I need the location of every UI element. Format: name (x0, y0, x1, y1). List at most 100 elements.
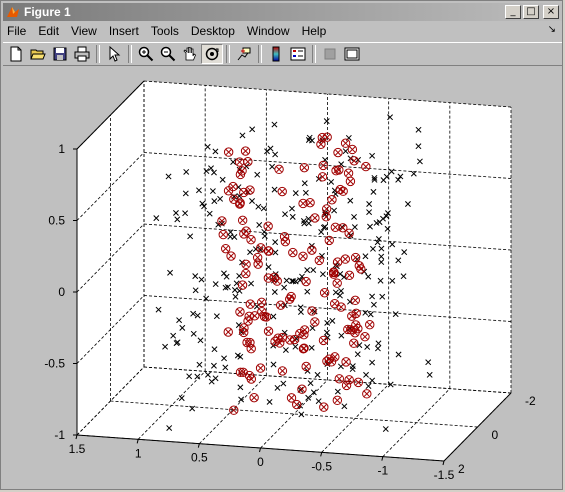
pan-hand-icon[interactable] (179, 44, 201, 64)
menu-tools[interactable]: Tools (150, 24, 179, 38)
cross-marker (190, 330, 197, 337)
menu-file[interactable]: File (7, 24, 27, 38)
toolbar-separator (312, 45, 316, 63)
cross-marker (369, 152, 376, 159)
circle-marker (223, 147, 234, 157)
cross-marker (297, 402, 304, 409)
rotate-3d-icon[interactable] (201, 44, 223, 64)
circle-marker (361, 161, 371, 172)
cross-marker (395, 351, 402, 358)
grid-line (143, 152, 512, 179)
cross-marker (387, 114, 393, 121)
menu-insert[interactable]: Insert (108, 24, 139, 38)
print-icon[interactable] (71, 44, 93, 64)
cross-marker (289, 205, 295, 212)
circle-marker (245, 299, 256, 309)
new-figure-icon[interactable] (5, 44, 27, 64)
circle-marker (263, 246, 274, 256)
show-plot-tools-icon[interactable] (341, 44, 363, 64)
cross-marker (410, 170, 417, 177)
cross-marker (198, 276, 205, 283)
open-file-icon[interactable] (27, 44, 49, 64)
cross-marker (289, 213, 296, 220)
cross-marker (365, 273, 372, 280)
circle-marker (350, 295, 360, 306)
menu-desktop[interactable]: Desktop (190, 24, 235, 38)
cross-marker (281, 329, 288, 336)
cross-marker (351, 213, 357, 220)
circle-marker (299, 343, 309, 353)
hide-plot-tools-icon[interactable] (319, 44, 341, 64)
cross-marker (401, 249, 408, 256)
cross-marker (190, 310, 197, 317)
cross-marker (331, 207, 338, 214)
cross-marker (415, 126, 422, 133)
cross-marker (389, 241, 396, 248)
cross-marker (203, 168, 210, 175)
cross-marker (369, 293, 376, 300)
circle-marker (305, 197, 315, 208)
circle-marker (360, 332, 370, 342)
minimize-button[interactable]: _ (505, 5, 521, 19)
menu-help[interactable]: Help (301, 24, 327, 38)
circle-marker (285, 294, 295, 304)
edit-plot-arrow-icon[interactable] (103, 44, 125, 64)
circle-marker (322, 132, 332, 142)
zoom-in-icon[interactable] (135, 44, 157, 64)
circle-marker (235, 367, 246, 377)
circle-marker (235, 199, 245, 209)
cross-marker (315, 398, 322, 405)
cross-marker (369, 377, 376, 384)
figure-canvas[interactable]: 1.5 1 0.5 0 -0.5 -1 -1.5 -2 0 2 1 0.5 0 -0.5 -1 (3, 67, 562, 489)
cross-marker (271, 289, 278, 295)
menu-window[interactable]: Window (246, 24, 290, 38)
cross-marker (281, 284, 288, 291)
cross-marker (219, 176, 226, 183)
circle-marker (316, 139, 326, 150)
circle-marker (220, 243, 231, 254)
dock-figure-icon[interactable]: ↘ (547, 24, 556, 35)
cross-marker (238, 396, 245, 403)
maximize-button[interactable]: □ (523, 5, 539, 19)
cross-marker (384, 210, 391, 217)
cross-marker (272, 151, 279, 158)
data-cursor-icon[interactable] (233, 44, 255, 64)
menu-view[interactable]: View (71, 24, 97, 38)
circle-marker (259, 311, 270, 322)
cross-marker (373, 220, 380, 226)
circle-marker (365, 320, 375, 330)
colorbar-icon[interactable] (265, 44, 287, 64)
cross-marker (271, 186, 278, 193)
menu-edit[interactable]: Edit (38, 24, 60, 38)
cross-marker (224, 284, 231, 291)
cross-marker (362, 309, 369, 316)
circle-marker (349, 156, 359, 166)
grid-line (143, 223, 512, 251)
cross-marker (342, 148, 349, 155)
cross-marker (387, 381, 394, 388)
cross-marker (310, 389, 317, 396)
cross-marker (304, 288, 311, 295)
cross-marker (351, 224, 358, 231)
cross-marker (290, 278, 297, 285)
cross-marker (395, 257, 402, 264)
save-icon[interactable] (49, 44, 71, 64)
circle-marker (277, 366, 288, 376)
cross-marker (239, 132, 246, 139)
cross-marker (197, 337, 204, 344)
legend-icon[interactable] (287, 44, 309, 64)
cross-marker (369, 359, 376, 366)
circle-marker (327, 195, 337, 205)
cross-marker (194, 312, 201, 319)
cross-marker (314, 371, 321, 378)
title-bar[interactable]: Figure 1 _ □ × (3, 3, 562, 21)
cross-marker (415, 143, 422, 150)
close-button[interactable]: × (543, 5, 559, 19)
toolbar-separator (258, 45, 262, 63)
zoom-out-icon[interactable] (157, 44, 179, 64)
cross-marker (270, 361, 277, 368)
cross-marker (324, 319, 331, 326)
axes-3d[interactable]: 1.5 1 0.5 0 -0.5 -1 -1.5 -2 0 2 1 0.5 0 -0.5 -1 (3, 67, 562, 489)
circle-marker (292, 399, 302, 410)
